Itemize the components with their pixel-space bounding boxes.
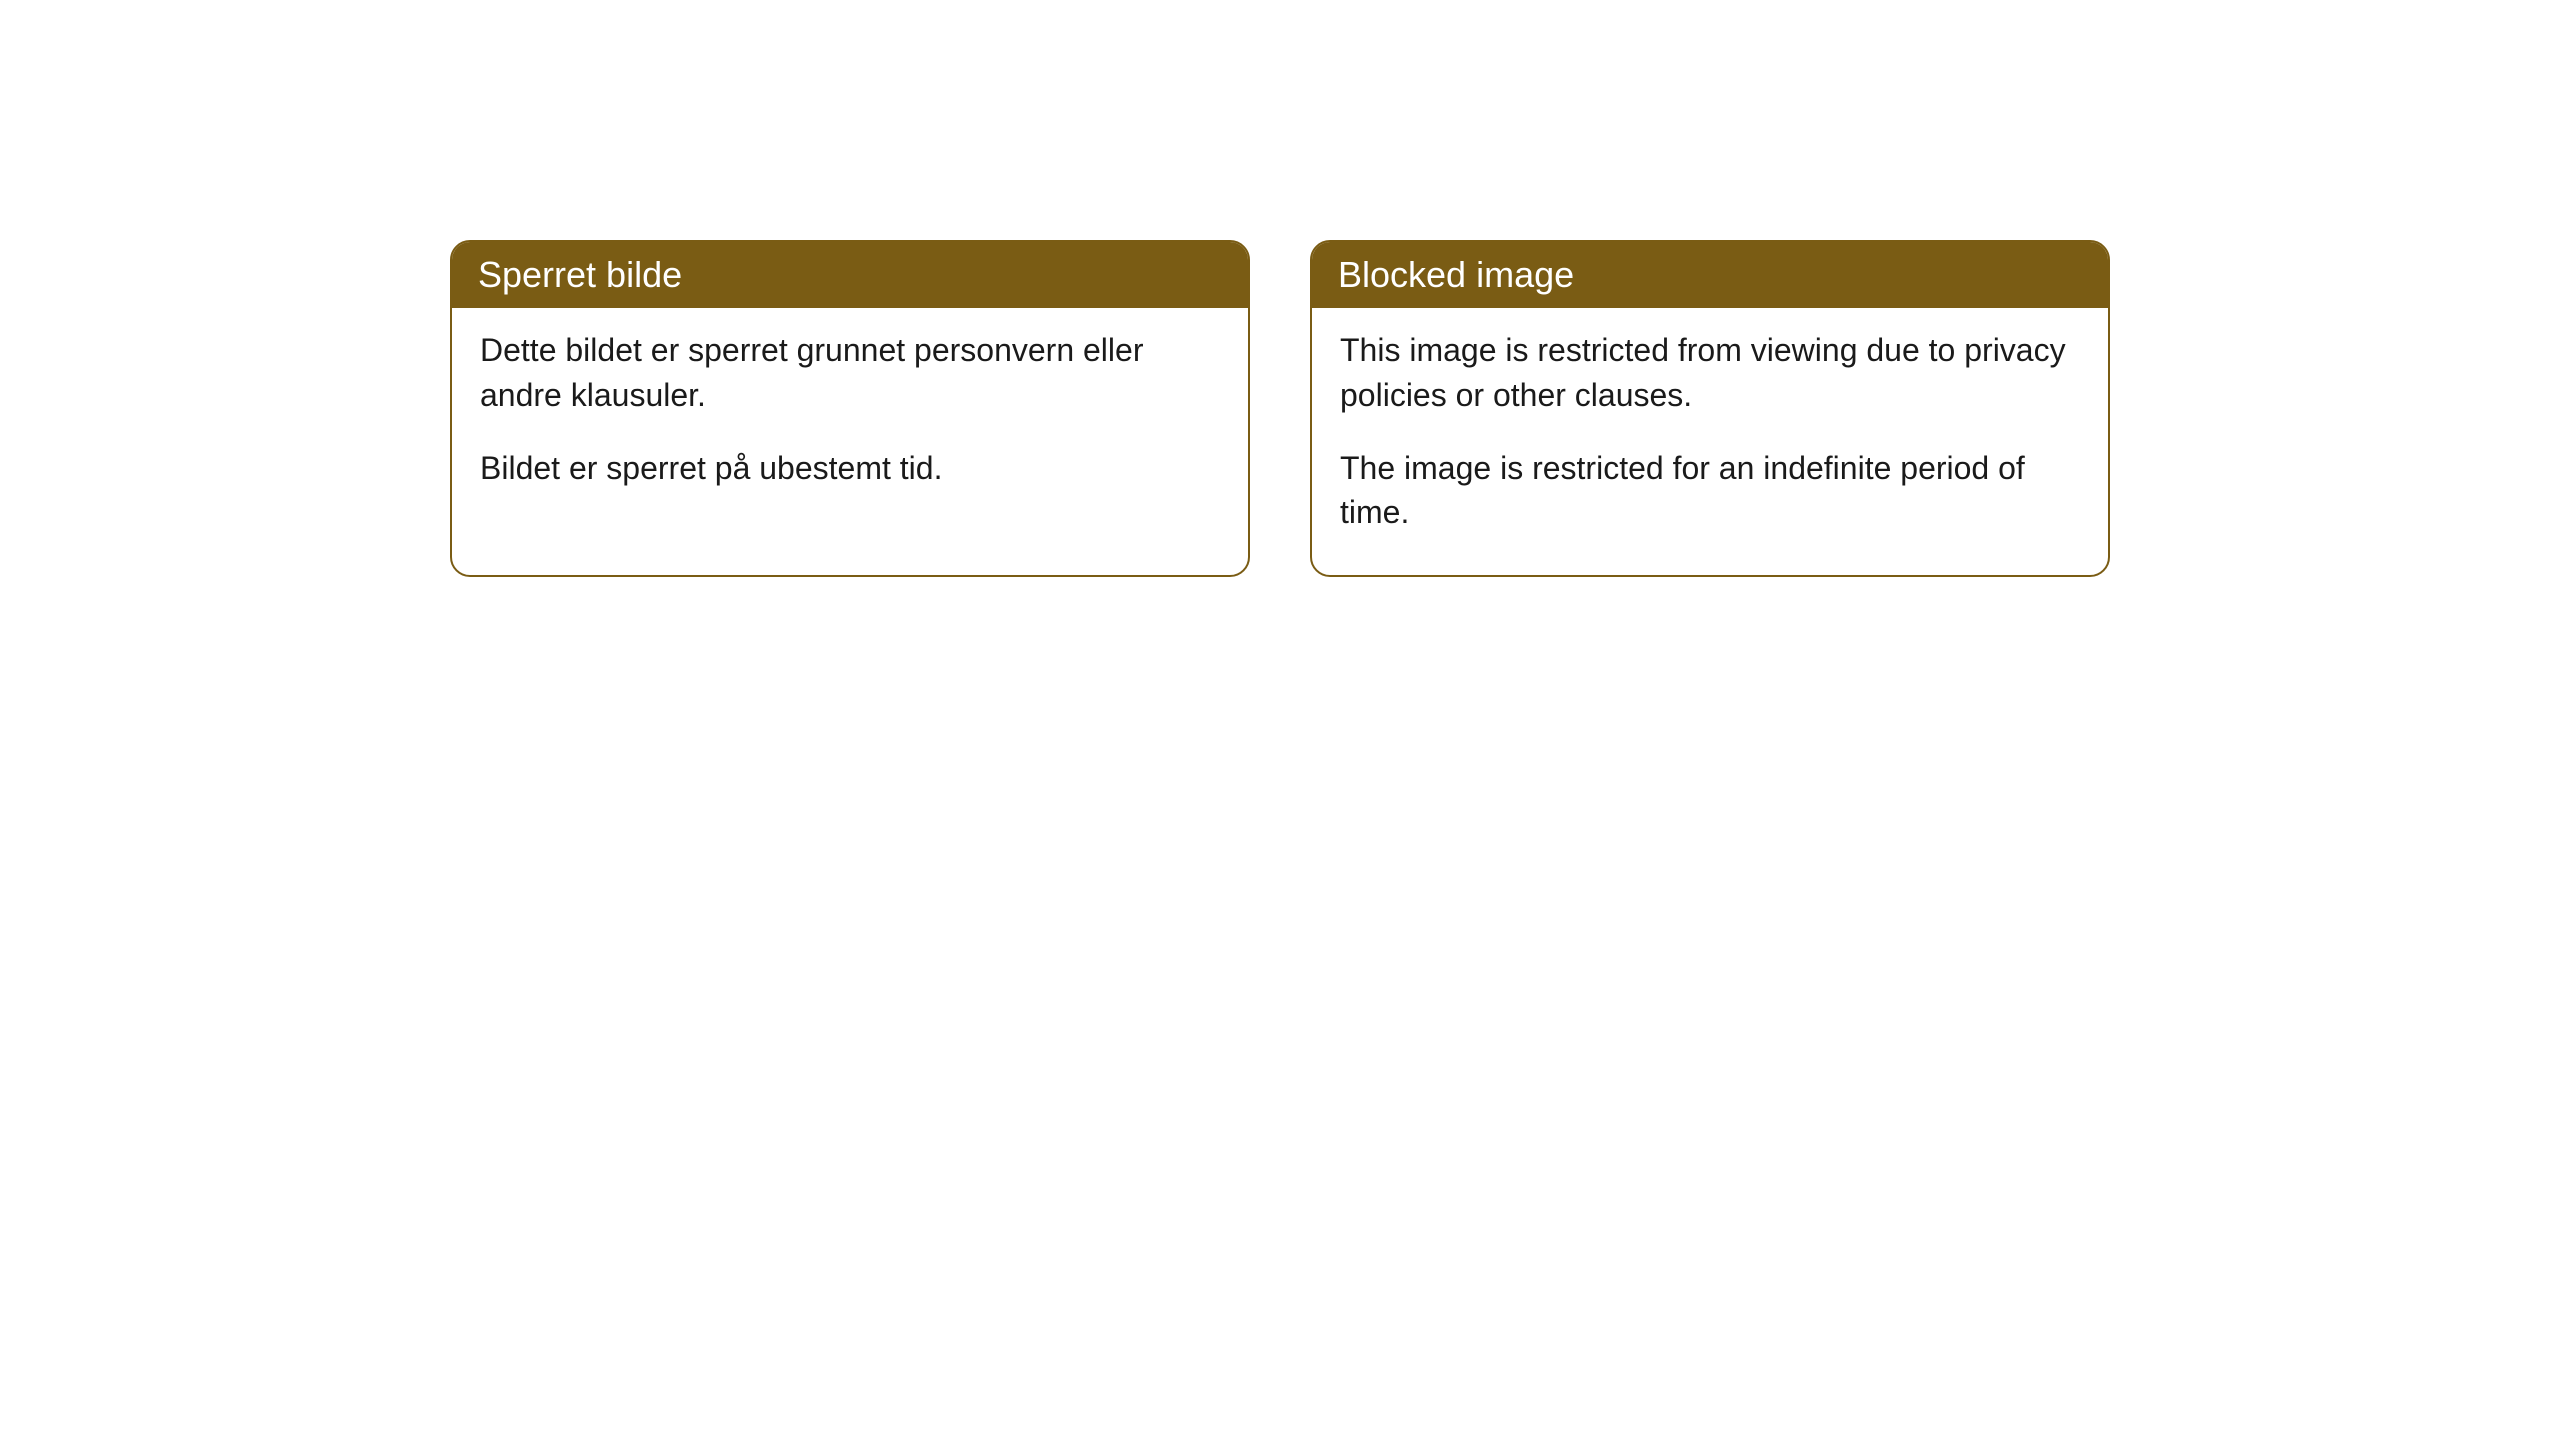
card-body-no: Dette bildet er sperret grunnet personve… — [452, 308, 1248, 530]
card-paragraph-2-en: The image is restricted for an indefinit… — [1340, 446, 2080, 536]
card-paragraph-2-no: Bildet er sperret på ubestemt tid. — [480, 446, 1220, 491]
card-body-en: This image is restricted from viewing du… — [1312, 308, 2108, 575]
card-header-en: Blocked image — [1312, 242, 2108, 308]
blocked-image-card-no: Sperret bilde Dette bildet er sperret gr… — [450, 240, 1250, 577]
card-paragraph-1-no: Dette bildet er sperret grunnet personve… — [480, 328, 1220, 418]
cards-container: Sperret bilde Dette bildet er sperret gr… — [450, 240, 2560, 577]
blocked-image-card-en: Blocked image This image is restricted f… — [1310, 240, 2110, 577]
card-paragraph-1-en: This image is restricted from viewing du… — [1340, 328, 2080, 418]
card-header-no: Sperret bilde — [452, 242, 1248, 308]
